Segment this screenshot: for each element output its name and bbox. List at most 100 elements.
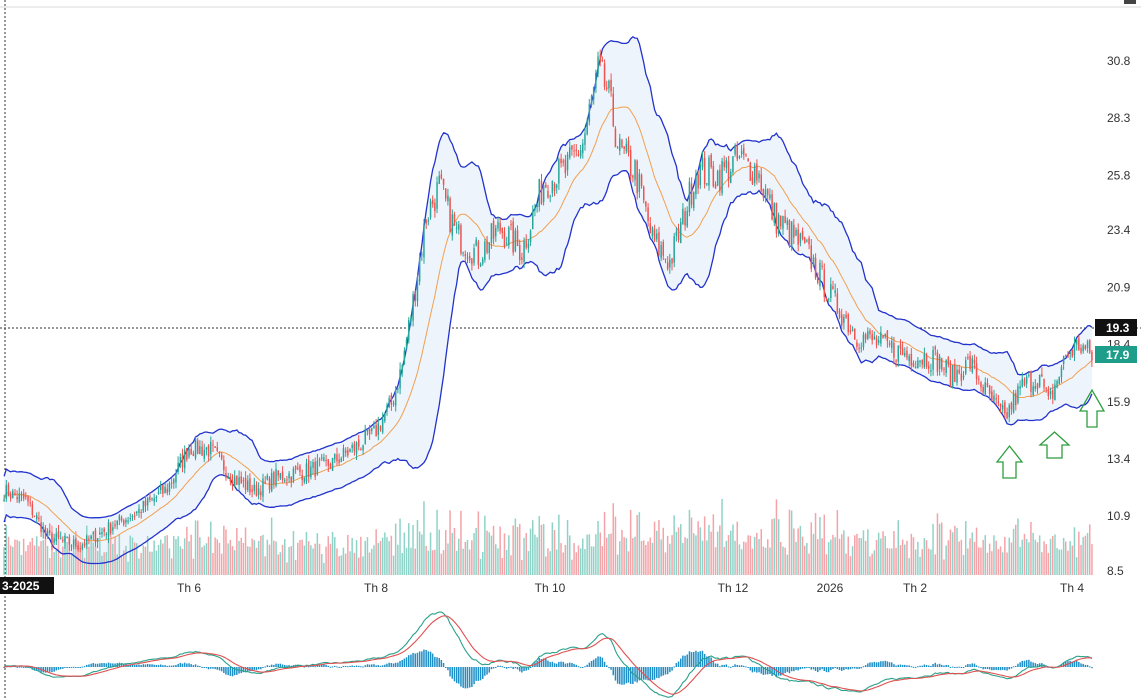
- candle: [1058, 376, 1060, 385]
- candle: [954, 358, 956, 383]
- volume-bar: [101, 555, 103, 575]
- volume-bar: [5, 525, 7, 575]
- macd-histogram-bar: [138, 664, 140, 667]
- volume-bar: [1060, 549, 1063, 575]
- candle: [847, 312, 849, 336]
- volume-bar: [606, 537, 608, 575]
- volume-bar: [20, 555, 23, 575]
- volume-bar: [92, 542, 94, 575]
- macd-histogram-bar: [782, 667, 784, 674]
- volume-bar: [16, 539, 18, 575]
- macd-histogram-bar: [199, 666, 201, 667]
- volume-bar: [375, 529, 377, 575]
- macd-histogram-bar: [236, 667, 238, 675]
- candle: [325, 454, 327, 467]
- macd-histogram-bar: [397, 662, 399, 667]
- macd-histogram-bar: [307, 666, 310, 668]
- macd-histogram-bar: [321, 664, 323, 667]
- candle: [423, 219, 425, 264]
- volume-bar: [151, 551, 153, 575]
- candle: [421, 251, 423, 261]
- volume-bar: [366, 537, 369, 575]
- candle: [673, 232, 675, 268]
- macd-histogram-bar: [671, 667, 673, 671]
- volume-bar: [344, 553, 347, 575]
- settings-icon[interactable]: [1124, 0, 1136, 4]
- volume-bar: [917, 541, 919, 575]
- macd-histogram-bar: [290, 665, 292, 667]
- candle: [823, 263, 825, 303]
- volume-bar: [973, 541, 976, 575]
- volume-bar: [597, 521, 599, 575]
- candle: [390, 392, 393, 411]
- candle: [468, 252, 471, 263]
- candle: [799, 232, 802, 247]
- volume-bar: [157, 544, 160, 575]
- macd-histogram-bar: [975, 665, 978, 667]
- candle: [551, 180, 554, 197]
- macd-histogram-bar: [482, 667, 484, 679]
- macd-histogram-bar: [25, 667, 27, 668]
- macd-histogram-bar: [144, 664, 147, 667]
- volume-bar: [873, 550, 876, 575]
- volume-bar: [845, 553, 847, 575]
- candle: [44, 525, 47, 539]
- last-price-badge: [1095, 346, 1137, 363]
- candle: [819, 259, 821, 291]
- volume-bar: [499, 526, 501, 575]
- volume-bar: [358, 557, 360, 575]
- macd-histogram-bar: [1034, 663, 1037, 667]
- candle: [207, 444, 210, 462]
- macd-histogram-bar: [945, 665, 947, 667]
- candle: [168, 481, 171, 496]
- volume-bar: [181, 548, 184, 575]
- volume-bar: [368, 552, 371, 575]
- macd-histogram-bar: [669, 667, 671, 673]
- volume-bar: [786, 554, 789, 575]
- candle: [597, 51, 599, 78]
- candle: [262, 473, 264, 502]
- volume-bar: [55, 550, 57, 575]
- macd-histogram-bar: [373, 664, 375, 667]
- macd-histogram-bar: [510, 666, 512, 668]
- macd-histogram-bar: [891, 662, 893, 667]
- candle: [558, 157, 560, 190]
- candle: [473, 243, 475, 266]
- candle: [1089, 339, 1091, 354]
- macd-histogram-bar: [257, 667, 260, 670]
- macd-histogram-bar: [947, 665, 950, 667]
- macd-histogram-bar: [131, 664, 134, 667]
- candlestick-series: [3, 49, 1093, 553]
- macd-histogram-bar: [388, 662, 390, 667]
- candle: [625, 138, 628, 154]
- macd-histogram-bar: [381, 665, 384, 667]
- volume-bar: [57, 534, 60, 575]
- candle: [220, 451, 223, 461]
- volume-bar: [666, 535, 669, 575]
- macd-histogram-bar: [334, 665, 336, 667]
- macd-histogram-bar: [316, 665, 319, 667]
- macd-histogram-bar: [351, 665, 353, 667]
- macd-histogram-bar: [109, 663, 112, 667]
- macd-histogram-bar: [886, 661, 889, 667]
- candle: [484, 238, 486, 263]
- volume-bar: [804, 545, 806, 575]
- candle: [938, 353, 941, 376]
- macd-histogram-bar: [203, 667, 205, 668]
- volume-bar: [203, 545, 205, 575]
- macd-histogram-bar: [75, 667, 77, 668]
- volume-bar: [610, 533, 612, 575]
- volume-bar: [558, 514, 560, 575]
- macd-histogram-bar: [458, 667, 460, 684]
- macd-histogram-bar: [814, 667, 817, 671]
- volume-bar: [817, 539, 819, 575]
- candle: [680, 217, 682, 244]
- candle: [1006, 407, 1008, 420]
- candle: [827, 297, 830, 303]
- volume-bar: [464, 542, 467, 575]
- volume-bar: [712, 514, 715, 575]
- candle: [427, 217, 430, 226]
- macd-histogram-bar: [16, 666, 18, 668]
- volume-bar: [947, 540, 950, 575]
